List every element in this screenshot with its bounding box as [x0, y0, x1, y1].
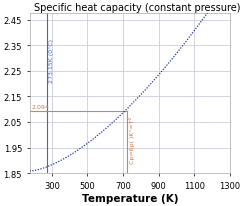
Text: 2.094: 2.094 [31, 104, 49, 109]
Text: 273.15K (0°C): 273.15K (0°C) [49, 38, 54, 82]
Text: Specific heat capacity (constant pressure) (kJ/kg/K): Specific heat capacity (constant pressur… [34, 4, 244, 13]
X-axis label: Temperature (K): Temperature (K) [81, 193, 178, 202]
Text: Cp=6p( )K°=T²: Cp=6p( )K°=T² [129, 116, 135, 163]
